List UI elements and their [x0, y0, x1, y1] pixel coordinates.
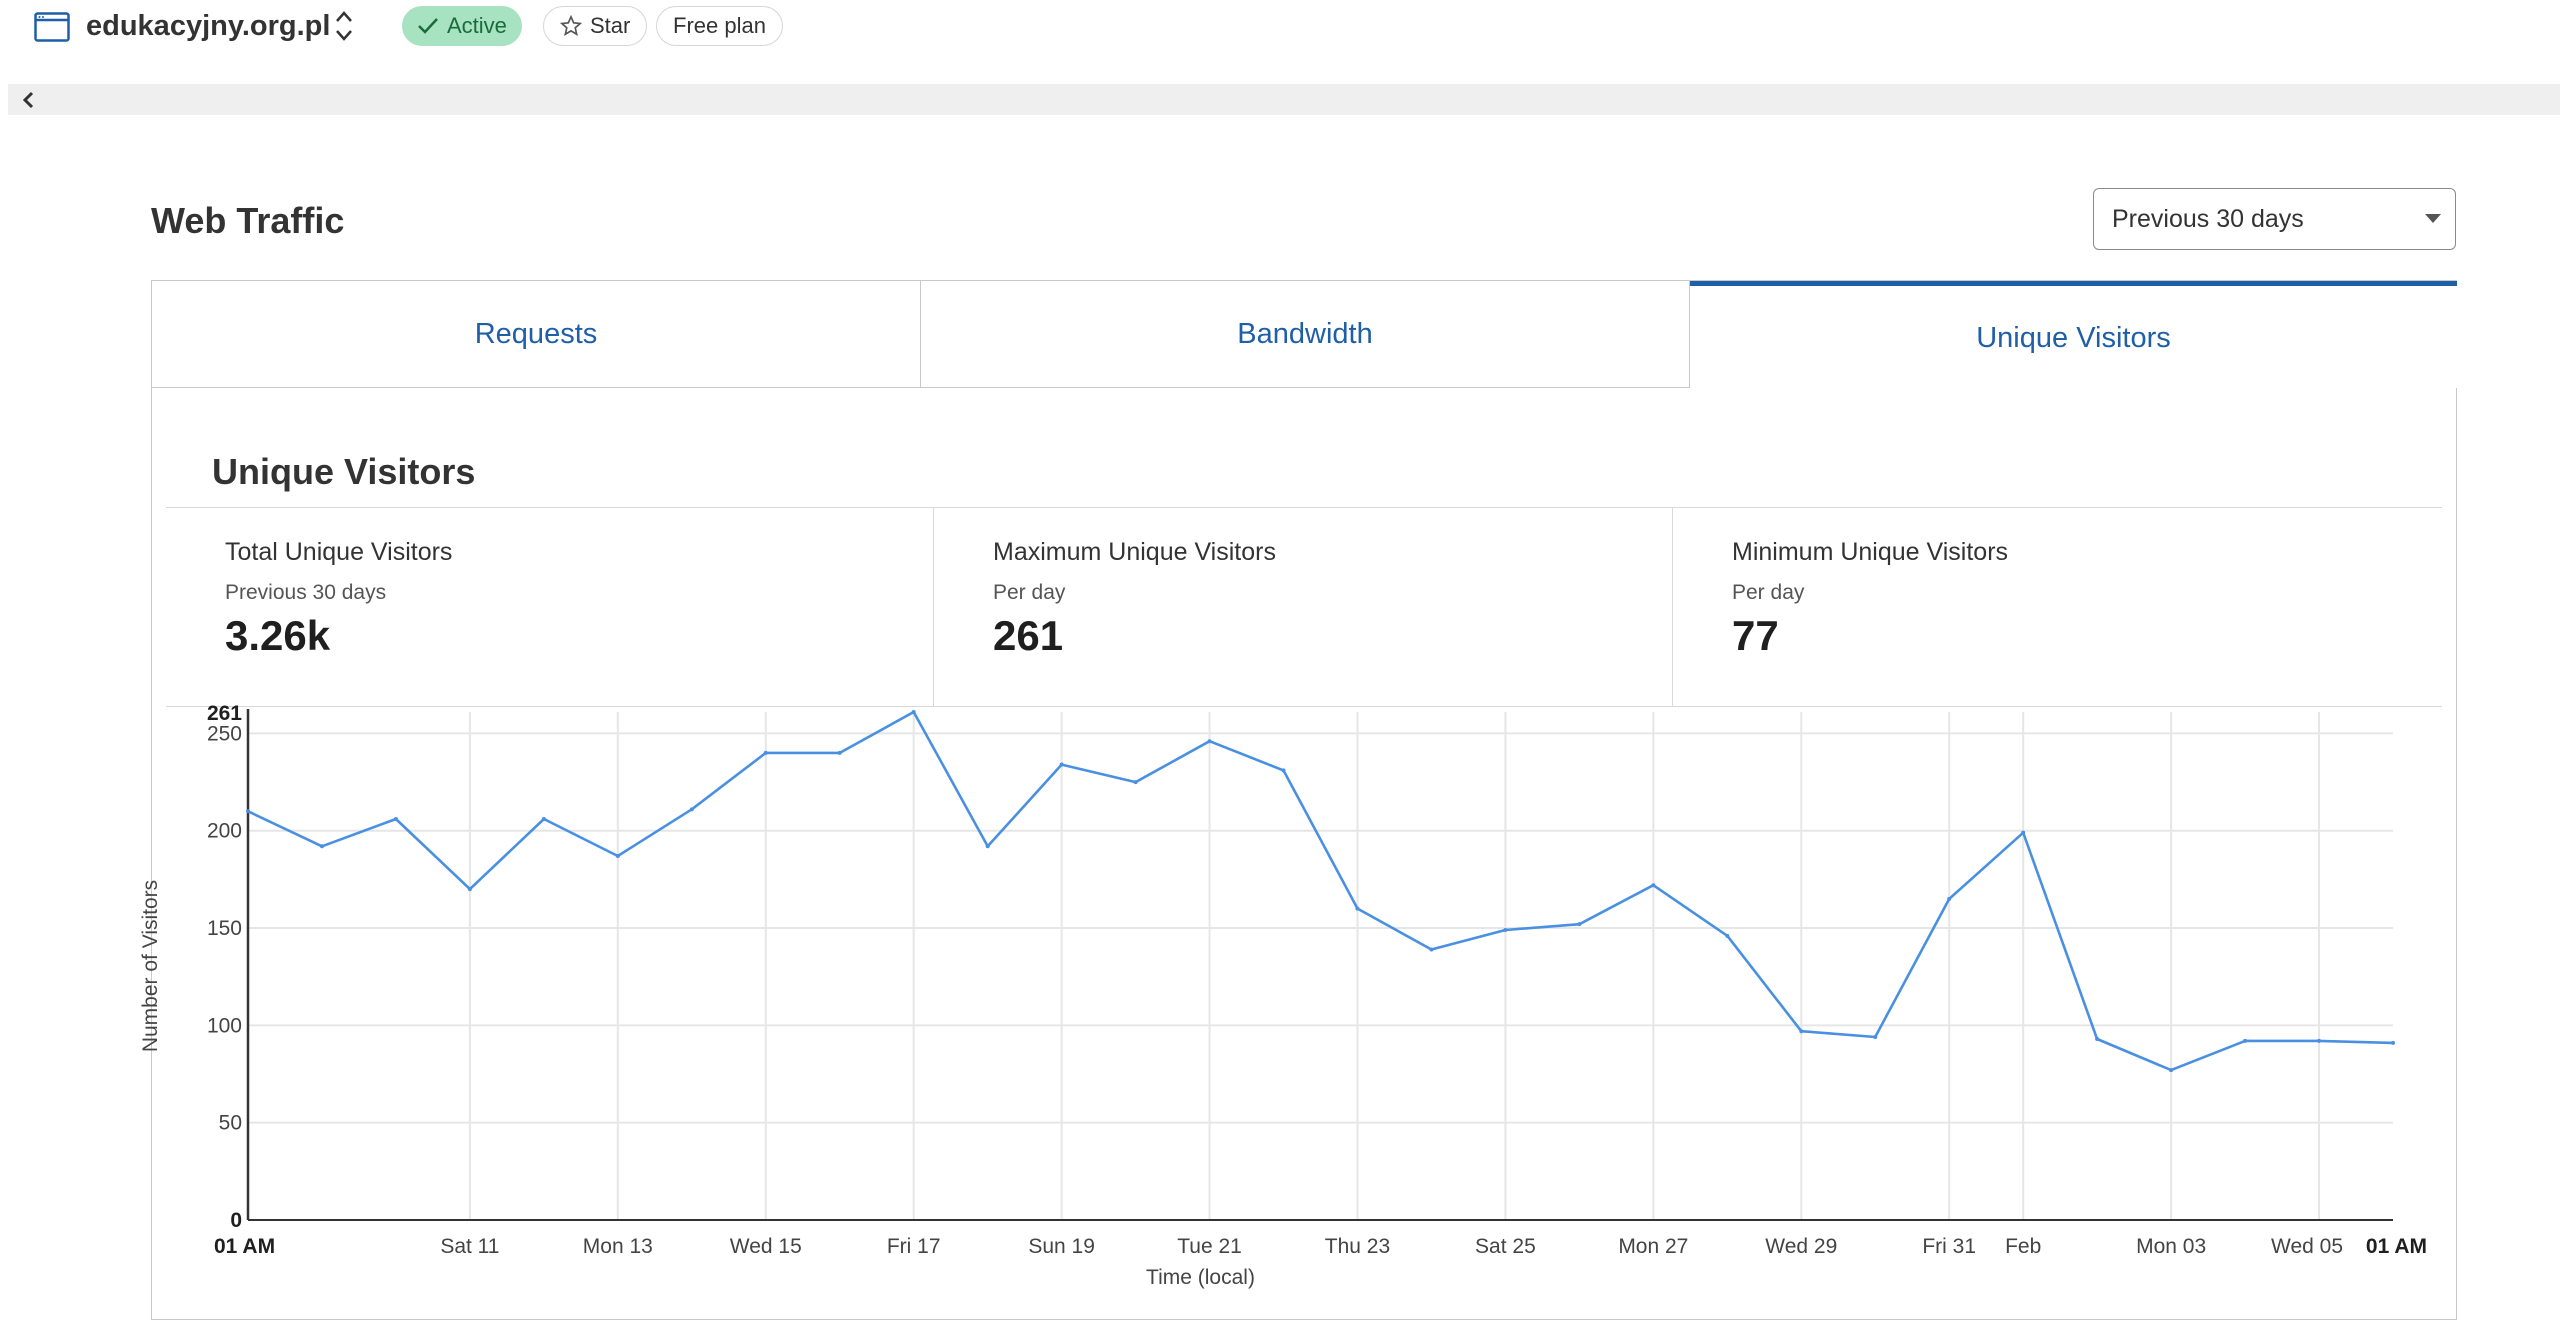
data-point	[2317, 1038, 2322, 1043]
stat-sublabel: Per day	[993, 581, 1066, 604]
data-point	[689, 807, 694, 812]
x-tick-label: Sun 19	[1028, 1235, 1095, 1258]
x-tick-label: Fri 17	[887, 1235, 941, 1258]
stat-max-visitors: Maximum Unique Visitors Per day 261	[934, 508, 1673, 706]
collapse-bar	[8, 84, 2560, 115]
x-tick-label: Thu 23	[1325, 1235, 1390, 1258]
stats-row: Total Unique Visitors Previous 30 days 3…	[166, 507, 2442, 707]
data-point	[467, 887, 472, 892]
stat-label: Minimum Unique Visitors	[1732, 538, 2009, 566]
y-tick-label: 0	[230, 1209, 242, 1232]
time-range-value: Previous 30 days	[2112, 205, 2304, 233]
visitors-series-line	[247, 710, 2394, 1072]
data-point	[911, 710, 916, 714]
stat-value: 77	[1732, 612, 1779, 659]
x-tick-label: Feb	[2005, 1235, 2041, 1258]
star-label: Star	[590, 13, 631, 38]
data-point	[985, 844, 990, 849]
data-point	[1503, 927, 1508, 932]
x-tick-label: 01 AM	[2366, 1235, 2427, 1258]
x-tick-label: Sat 11	[440, 1235, 499, 1258]
unique-visitors-title: Unique Visitors	[212, 451, 476, 492]
stat-label: Total Unique Visitors	[225, 538, 453, 566]
data-point	[1281, 768, 1286, 773]
data-point	[763, 750, 768, 755]
data-point	[2169, 1068, 2174, 1073]
status-label: Active	[447, 13, 507, 38]
x-tick-label: Sat 25	[1475, 1235, 1536, 1258]
data-point	[1577, 922, 1582, 927]
data-point	[1873, 1035, 1878, 1040]
plan-label: Free plan	[673, 13, 766, 38]
data-point	[615, 854, 620, 859]
y-axis-title: Number of Visitors	[139, 880, 162, 1052]
stat-value: 261	[993, 612, 1064, 659]
y-tick-label: 50	[219, 1112, 242, 1135]
x-tick-label: Mon 13	[583, 1235, 653, 1258]
data-point	[541, 817, 546, 822]
stat-sublabel: Per day	[1732, 581, 1805, 604]
data-point	[1947, 896, 1952, 901]
site-name[interactable]: edukacyjny.org.pl	[86, 10, 331, 42]
x-tick-label: Wed 15	[730, 1235, 802, 1258]
data-point	[1725, 933, 1730, 938]
x-tick-label: 01 AM	[214, 1235, 275, 1258]
chevron-up-down-icon[interactable]	[334, 8, 354, 44]
traffic-tabs: Requests Bandwidth Unique Visitors	[152, 281, 2457, 388]
y-tick-label: 250	[207, 722, 242, 745]
tab-unique-visitors[interactable]: Unique Visitors	[1690, 281, 2457, 388]
data-point	[1651, 883, 1656, 888]
data-point	[1799, 1029, 1804, 1034]
star-icon	[560, 15, 582, 36]
status-badge: Active	[402, 6, 522, 46]
traffic-panel: Requests Bandwidth Unique Visitors Uniqu…	[151, 280, 2457, 1320]
data-point	[1133, 780, 1138, 785]
data-point	[319, 844, 324, 849]
x-tick-label: Fri 31	[1922, 1235, 1976, 1258]
y-tick-label: 150	[207, 917, 242, 940]
data-point	[2391, 1040, 2395, 1045]
star-button[interactable]: Star	[543, 6, 648, 46]
x-tick-label: Mon 27	[1618, 1235, 1688, 1258]
plan-badge[interactable]: Free plan	[656, 6, 783, 46]
y-max-label: 261	[207, 702, 242, 725]
tab-bandwidth[interactable]: Bandwidth	[921, 281, 1690, 388]
stat-min-visitors: Minimum Unique Visitors Per day 77	[1673, 508, 2442, 706]
caret-down-icon	[2425, 214, 2441, 223]
data-point	[1059, 762, 1064, 767]
data-point	[1207, 739, 1212, 744]
data-point	[837, 750, 842, 755]
check-icon	[418, 18, 438, 34]
x-axis-title: Time (local)	[1146, 1266, 1255, 1289]
stat-value: 3.26k	[225, 612, 331, 659]
tab-requests[interactable]: Requests	[152, 281, 921, 388]
stat-sublabel: Previous 30 days	[225, 581, 387, 604]
site-header: edukacyjny.org.pl Active Star Free plan	[0, 0, 2560, 56]
y-tick-label: 100	[207, 1014, 242, 1037]
x-tick-label: Wed 29	[1765, 1235, 1837, 1258]
x-tick-label: Mon 03	[2136, 1235, 2206, 1258]
time-range-select[interactable]: Previous 30 days	[2093, 188, 2456, 250]
data-point	[1429, 947, 1434, 952]
data-point	[2095, 1036, 2100, 1041]
data-point	[1355, 906, 1360, 911]
data-point	[2243, 1038, 2248, 1043]
stat-label: Maximum Unique Visitors	[993, 538, 1276, 566]
browser-window-icon	[34, 12, 70, 42]
stat-total-visitors: Total Unique Visitors Previous 30 days 3…	[166, 508, 934, 706]
x-tick-label: Tue 21	[1177, 1235, 1242, 1258]
data-point	[2021, 830, 2026, 835]
data-point	[246, 809, 250, 814]
chevron-left-icon[interactable]	[18, 89, 40, 111]
data-point	[393, 817, 398, 822]
x-tick-label: Wed 05	[2271, 1235, 2343, 1258]
y-tick-label: 200	[207, 820, 242, 843]
page-title: Web Traffic	[151, 200, 345, 241]
